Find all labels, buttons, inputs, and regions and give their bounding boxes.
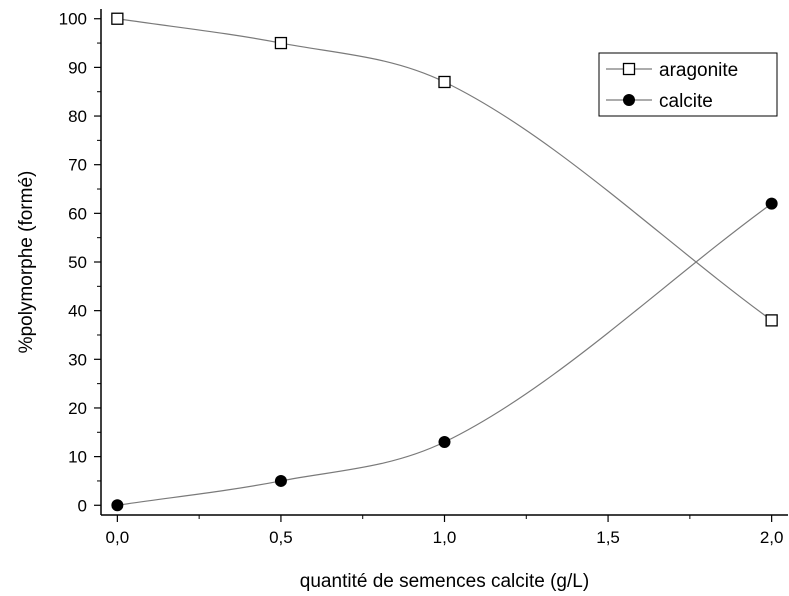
y-tick-label: 60 [68,204,87,223]
y-tick-label: 40 [68,302,87,321]
axis-ticks: 0 10 20 30 40 50 60 70 80 90 100 0,0 0,5 1,0 1,5 2,0 [59,10,784,547]
data-point-calcite [111,499,124,512]
y-tick-label: 80 [68,107,87,126]
data-point-calcite [438,436,451,449]
x-tick-label: 2,0 [760,528,784,547]
y-axis-title: %polymorphe (formé) [16,171,37,354]
data-point-calcite [274,474,287,487]
x-axis-title: quantité de semences calcite (g/L) [300,571,589,592]
y-tick-label: 10 [68,448,87,467]
y-tick-label: 70 [68,156,87,175]
legend-marker-aragonite [622,62,636,76]
y-tick-label: 0 [78,496,87,515]
data-point-aragonite [438,75,451,89]
legend-label-calcite: calcite [659,91,713,112]
data-point-calcite [765,197,778,210]
data-point-aragonite [274,36,288,50]
series-line-aragonite [117,18,772,321]
legend-label-aragonite: aragonite [659,60,738,81]
data-point-aragonite [111,12,124,25]
series-layer [111,12,778,512]
legend-entry-calcite: calcite [606,91,713,112]
legend: aragonite calcite [598,52,778,117]
legend-marker-calcite [623,94,635,106]
x-tick-label: 0,0 [106,528,130,547]
y-tick-label: 100 [59,10,87,29]
x-tick-label: 1,0 [433,528,457,547]
x-tick-label: 1,5 [596,528,620,547]
series-line-calcite [117,203,772,506]
y-tick-label: 30 [68,350,87,369]
y-tick-label: 50 [68,253,87,272]
y-tick-label: 20 [68,399,87,418]
y-tick-label: 90 [68,58,87,77]
x-tick-label: 0,5 [269,528,293,547]
data-point-aragonite [765,314,778,327]
legend-entry-aragonite: aragonite [606,60,738,81]
